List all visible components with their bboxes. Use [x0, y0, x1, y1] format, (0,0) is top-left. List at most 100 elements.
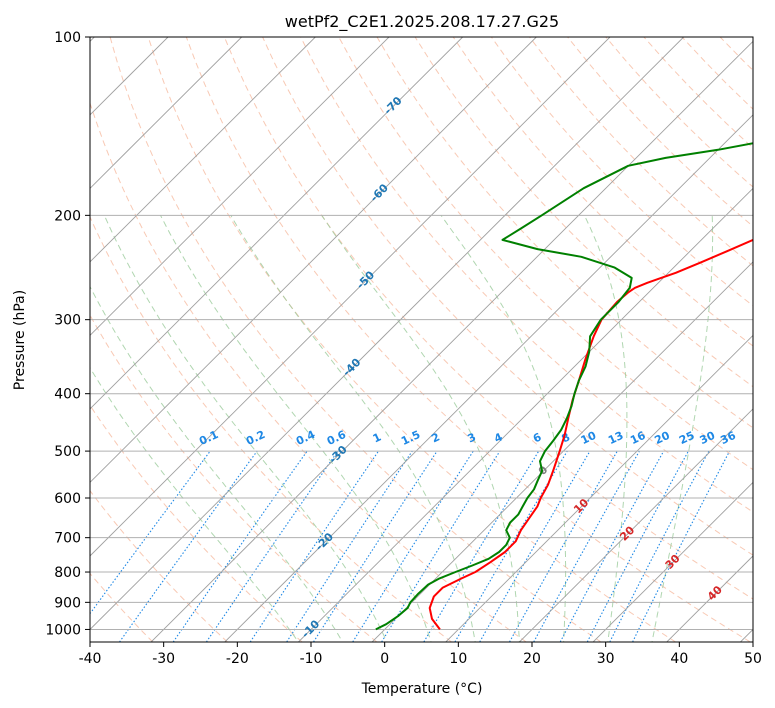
chart-title: wetPf2_C2E1.2025.208.17.27.G25: [285, 12, 559, 32]
mixing-ratio-line: [559, 450, 665, 642]
mixing-ratio-label: 0.1: [197, 428, 220, 448]
mixing-ratio-label: 20: [652, 429, 672, 447]
dry-adiabat-line: [262, 37, 753, 556]
dry-adiabat-line: [758, 37, 775, 642]
mixing-ratio-line: [205, 450, 339, 642]
isotherm-label: 0: [536, 463, 551, 478]
isotherm-line: [90, 37, 685, 631]
mixing-ratio-label: 6: [531, 430, 544, 445]
mixing-ratio-label: 1: [371, 430, 383, 445]
profiles: [375, 142, 753, 631]
mixing-ratio-line: [533, 450, 640, 642]
dry-adiabat-line: [90, 215, 452, 642]
dry-adiabat-line: [681, 37, 753, 110]
isotherm-line: [224, 114, 753, 642]
isotherm-line: [90, 37, 243, 190]
y-tick-label: 700: [54, 531, 81, 547]
x-axis: -40 -30 -20 -10 0 10 20 30 40 50: [79, 642, 762, 667]
x-tick-label: 50: [744, 651, 762, 667]
dry-adiabat-line: [90, 489, 228, 642]
y-tick-label: 200: [54, 208, 81, 224]
x-axis-title: Temperature (°C): [361, 681, 483, 697]
mixing-ratio-line: [313, 450, 438, 642]
mixing-ratio-label: 10: [579, 429, 599, 447]
mixing-ratio-label: 0.2: [244, 428, 267, 448]
dry-adiabat-line: [109, 37, 602, 642]
mixing-ratio-label: 0.4: [294, 428, 317, 448]
mixing-ratio-label: 13: [606, 429, 625, 447]
background-lines: [90, 37, 775, 642]
y-tick-label: 600: [54, 491, 81, 507]
mixing-ratio-label: 16: [628, 429, 648, 447]
isotherm-label: -10: [299, 617, 322, 640]
isotherm-label: -70: [381, 94, 404, 117]
mixing-ratio-line: [586, 450, 689, 642]
pressure-gridlines: [90, 37, 753, 630]
y-tick-label: 100: [54, 30, 81, 46]
x-tick-label: -40: [79, 651, 102, 667]
moist-adiabat-line: [440, 215, 567, 642]
x-tick-label: 20: [523, 651, 541, 667]
y-axis-title: Pressure (hPa): [12, 290, 28, 390]
y-tick-label: 300: [54, 313, 81, 329]
mixing-ratio-line: [119, 450, 258, 642]
dry-adiabat-line: [300, 37, 753, 513]
isotherm-label: 20: [617, 523, 637, 543]
y-tick-label: 900: [54, 595, 81, 611]
mixing-ratio-line: [632, 450, 731, 642]
dry-adiabat-line: [147, 37, 676, 642]
moist-adiabat-line: [103, 215, 388, 642]
y-tick-label: 500: [54, 444, 81, 460]
mixing-ratio-label: 30: [698, 429, 718, 447]
isotherm-label: 10: [571, 496, 591, 516]
dry-adiabat-line: [90, 101, 527, 642]
mixing-ratio-line: [249, 450, 379, 642]
plot-frame: [89, 36, 754, 643]
mixing-ratio-label: 3: [466, 430, 478, 445]
dry-adiabat-line: [414, 37, 753, 388]
dewpoint-profile-line: [375, 142, 753, 631]
dry-adiabat-line: [376, 37, 753, 429]
isotherm-label: 30: [663, 552, 683, 572]
dry-adiabat-line: [529, 37, 753, 267]
y-tick-label: 400: [54, 387, 81, 403]
isotherm-line: [445, 334, 753, 642]
isotherm-line: [298, 187, 753, 642]
isotherm-label: -60: [368, 181, 391, 204]
isotherm-line: [90, 37, 611, 557]
mixing-ratio-line: [352, 450, 474, 642]
moist-adiabat-line: [90, 366, 300, 642]
mixing-ratio-line: [381, 450, 501, 642]
moist-adiabat-line: [230, 215, 476, 642]
dry-adiabat-line: [338, 37, 753, 471]
x-tick-label: -20: [226, 651, 249, 667]
x-tick-label: -10: [300, 651, 323, 667]
mixing-ratio-label: 36: [718, 429, 738, 447]
isotherm-line: [150, 40, 753, 642]
dry-adiabat-line: [185, 37, 751, 642]
moist-adiabat-line: [160, 215, 432, 642]
moist-adiabat-line: [583, 215, 628, 642]
x-tick-label: 40: [670, 651, 688, 667]
x-tick-label: 10: [449, 651, 467, 667]
y-axis: 100 200 300 400 500 600 700 800 900 1000: [45, 30, 90, 638]
isoline-labels: -100-90-80-70-60-50-40-30-20-10010203040…: [197, 94, 738, 641]
mixing-ratio-line: [286, 450, 413, 642]
mixing-ratio-line: [609, 450, 710, 642]
dry-adiabat-line: [490, 37, 753, 307]
mixing-ratio-line: [90, 450, 211, 615]
dry-adiabat-line: [90, 404, 303, 642]
y-tick-label: 800: [54, 565, 81, 581]
mixing-ratio-line: [172, 450, 308, 642]
x-tick-label: -30: [152, 651, 175, 667]
dry-adiabat-line: [643, 37, 753, 149]
y-tick-label: 1000: [45, 622, 81, 638]
isotherm-line: [90, 37, 316, 263]
isotherm-line: [519, 408, 753, 642]
dry-adiabat-line: [223, 37, 753, 600]
x-tick-label: 30: [597, 651, 615, 667]
isotherm-line: [90, 37, 537, 484]
mixing-ratio-label: 2: [429, 430, 441, 445]
temperature-profile-line: [428, 238, 753, 631]
isotherm-line: [90, 37, 464, 410]
